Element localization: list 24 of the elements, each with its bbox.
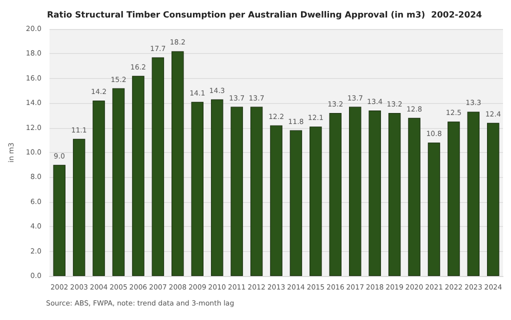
chart-title: Ratio Structural Timber Consumption per Australian Dwelling Approval (in m3) 2002-2024: [47, 10, 482, 20]
bar: [250, 106, 263, 276]
bar: [349, 106, 362, 276]
bar: [132, 76, 144, 276]
bar: [467, 112, 480, 276]
bar: [92, 100, 105, 276]
bar: [152, 57, 164, 276]
bar: [112, 88, 125, 276]
bar: [172, 51, 184, 276]
bar: [408, 118, 420, 276]
bar: [230, 106, 243, 276]
bar: [72, 138, 86, 276]
bar: [210, 99, 224, 276]
bar: [270, 125, 282, 276]
bar: [487, 122, 500, 276]
bar: [53, 164, 66, 276]
bar: [448, 122, 460, 276]
bar: [368, 110, 381, 276]
bar: [329, 112, 342, 276]
bar: [191, 102, 204, 276]
bar: [388, 112, 401, 276]
bar: [428, 142, 440, 276]
bar: [290, 130, 302, 276]
bar: [310, 126, 322, 276]
